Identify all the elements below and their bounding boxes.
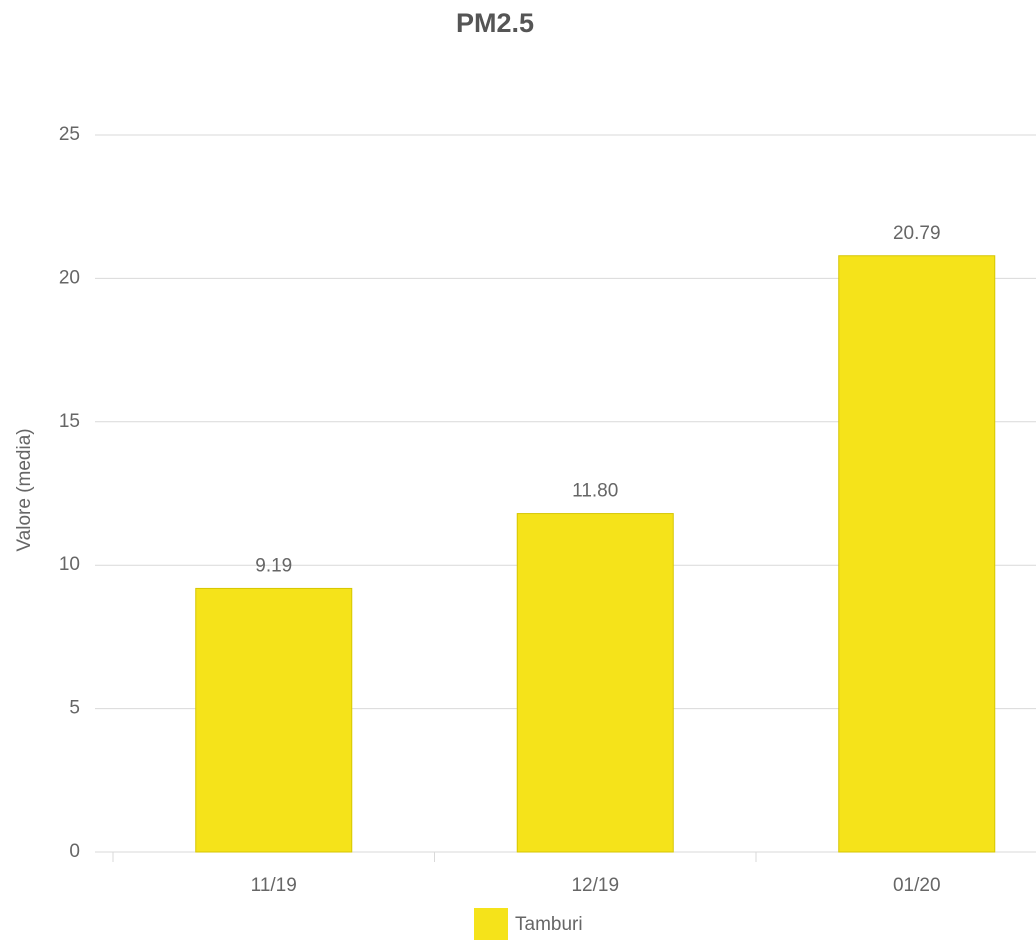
x-tick-label: 12/19: [571, 875, 619, 896]
y-tick-label: 5: [69, 698, 80, 719]
y-axis-label: Valore (media): [14, 428, 35, 551]
x-tick-label: 11/19: [251, 875, 297, 896]
y-tick-label: 0: [69, 841, 80, 862]
y-tick-label: 20: [59, 267, 80, 288]
legend-label: Tamburi: [515, 914, 583, 935]
legend-swatch: [474, 908, 508, 940]
bar: [838, 255, 996, 853]
y-tick-label: 25: [59, 124, 80, 145]
data-label: 20.79: [893, 223, 941, 244]
data-label: 11.80: [572, 481, 618, 502]
x-tick-label: 01/20: [893, 875, 941, 896]
y-tick-label: 10: [59, 554, 80, 575]
bar: [195, 587, 353, 853]
y-tick-label: 15: [59, 411, 80, 432]
data-label: 9.19: [255, 555, 292, 576]
bar: [516, 513, 674, 853]
chart-title: PM2.5: [456, 8, 534, 38]
